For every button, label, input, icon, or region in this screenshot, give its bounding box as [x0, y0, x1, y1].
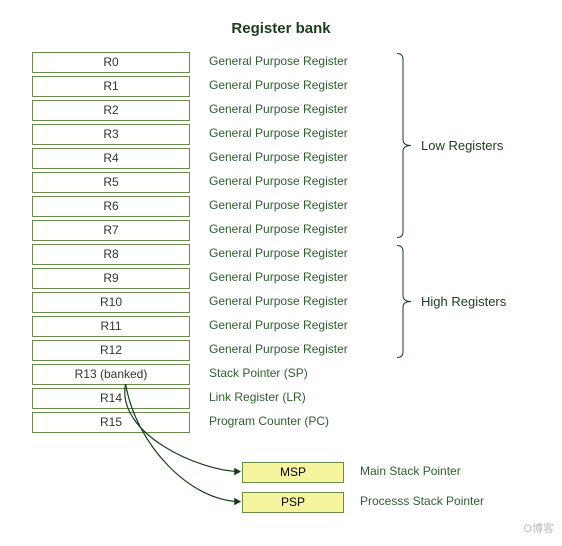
- register-box: R4: [32, 148, 190, 169]
- register-box: R0: [32, 52, 190, 73]
- stack-pointer-box: PSP: [242, 492, 344, 513]
- register-desc: General Purpose Register: [209, 316, 348, 335]
- register-desc: General Purpose Register: [209, 220, 348, 239]
- register-box: R12: [32, 340, 190, 361]
- register-box: R7: [32, 220, 190, 241]
- register-desc: General Purpose Register: [209, 268, 348, 287]
- register-box: R1: [32, 76, 190, 97]
- register-box: R11: [32, 316, 190, 337]
- low-registers-label: Low Registers: [421, 138, 503, 153]
- register-desc: General Purpose Register: [209, 172, 348, 191]
- stack-pointer-box: MSP: [242, 462, 344, 483]
- register-box: R8: [32, 244, 190, 265]
- register-desc: General Purpose Register: [209, 340, 348, 359]
- stack-pointer-desc: Main Stack Pointer: [360, 462, 461, 481]
- register-box: R2: [32, 100, 190, 121]
- register-box: R6: [32, 196, 190, 217]
- register-desc: General Purpose Register: [209, 52, 348, 71]
- register-desc: General Purpose Register: [209, 100, 348, 119]
- register-box: R15: [32, 412, 190, 433]
- diagram-title: Register bank: [0, 20, 562, 37]
- register-box: R5: [32, 172, 190, 193]
- register-desc: Link Register (LR): [209, 388, 306, 407]
- register-desc: General Purpose Register: [209, 76, 348, 95]
- watermark: O博客: [523, 520, 554, 536]
- register-box: R3: [32, 124, 190, 145]
- register-desc: General Purpose Register: [209, 148, 348, 167]
- register-desc: General Purpose Register: [209, 292, 348, 311]
- register-box: R13 (banked): [32, 364, 190, 385]
- register-desc: General Purpose Register: [209, 244, 348, 263]
- register-desc: General Purpose Register: [209, 124, 348, 143]
- register-desc: General Purpose Register: [209, 196, 348, 215]
- register-box: R14: [32, 388, 190, 409]
- register-desc: Program Counter (PC): [209, 412, 329, 431]
- register-desc: Stack Pointer (SP): [209, 364, 308, 383]
- register-box: R9: [32, 268, 190, 289]
- stack-pointer-desc: Processs Stack Pointer: [360, 492, 484, 511]
- register-box: R10: [32, 292, 190, 313]
- high-registers-label: High Registers: [421, 294, 506, 309]
